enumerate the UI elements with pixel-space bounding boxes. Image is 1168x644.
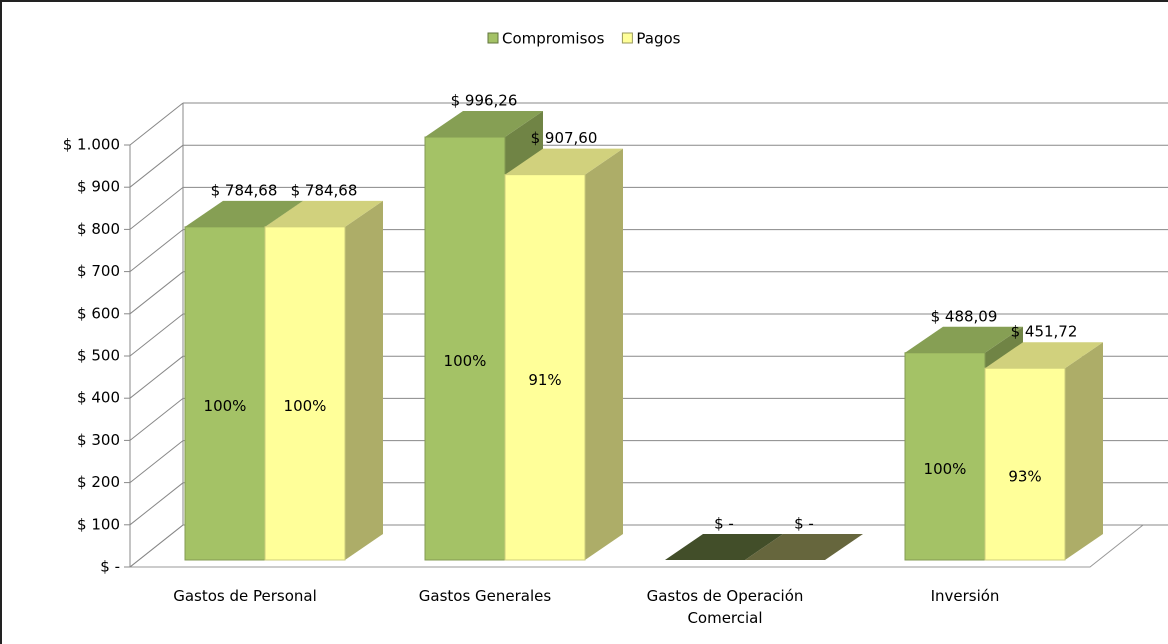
grid-slant [129,102,184,146]
bar [504,174,586,561]
value-label: $ 784,68 [211,181,278,199]
y-tick-label: $ 800 [77,220,120,238]
legend-swatch [621,32,633,44]
bar [984,367,1066,561]
x-tick-label: Gastos de Personal [173,587,317,605]
bar-side [585,148,623,560]
percent-label: 100% [924,460,967,478]
percent-label: 100% [284,397,327,415]
value-label: $ - [794,515,814,533]
value-label: $ 784,68 [291,181,358,199]
legend-label: Compromisos [502,30,605,48]
grid-slant [129,229,184,272]
bar-top [745,534,863,560]
y-tick-label: $ 200 [77,473,120,491]
value-label: $ 488,09 [931,307,998,325]
y-tick-label: $ 100 [77,515,120,533]
grid-slant [129,524,184,568]
x-tick-label: Gastos Generales [418,587,552,605]
bar [264,226,346,561]
y-tick-label: $ 600 [77,304,120,322]
bar-top [905,326,1023,353]
grid-slant [129,398,184,441]
value-label: $ - [714,515,734,533]
grid-slant [129,271,184,315]
value-label: $ 451,72 [1011,323,1078,341]
y-tick-label: $ 300 [77,431,120,449]
percent-label: 100% [444,352,487,370]
legend-swatch [487,32,499,44]
percent-label: 100% [204,397,247,415]
bar-top [185,200,303,227]
percent-label: 91% [528,371,561,389]
value-label: $ 907,60 [531,129,598,147]
y-tick-label: $ 700 [77,262,120,280]
y-tick-label: $ 1.000 [63,136,120,154]
x-tick-label: Inversión [930,587,1000,605]
bar-top [665,534,783,560]
bar [904,352,986,561]
grid-slant [129,355,184,399]
y-tick-label: $ 900 [77,178,120,196]
grid-slant [129,187,184,230]
percent-label: 93% [1008,468,1041,486]
bar [424,136,506,561]
y-tick-label: $ 400 [77,389,120,407]
value-label: $ 996,26 [451,91,518,109]
x-tick-label: Gastos de Operación Comercial [646,587,804,627]
bar-top [505,148,623,175]
grid-slant [129,313,184,357]
legend-label: Pagos [636,30,680,48]
bar-side [345,200,383,560]
bar [184,226,266,561]
bar-top [985,342,1103,369]
grid-slant [129,440,184,483]
y-tick-label: $ 500 [77,347,120,365]
grid-slant [129,144,184,188]
bar-top [265,200,383,227]
bar-top [425,110,543,137]
bar-side [1065,342,1103,560]
y-tick-label: $ - [100,558,120,576]
grid-slant [129,482,184,526]
